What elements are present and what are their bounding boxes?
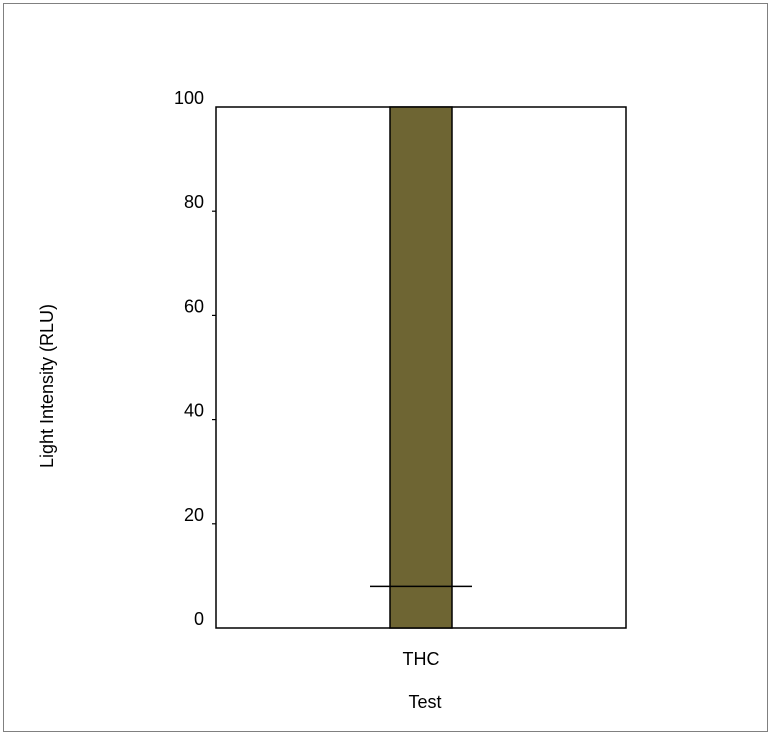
y-axis-ticks: 0 20 40 60 80 100 xyxy=(174,88,216,629)
y-tick-label: 0 xyxy=(194,609,204,629)
y-tick-label: 20 xyxy=(184,505,204,525)
x-tick-label: THC xyxy=(403,649,440,669)
bar-thc xyxy=(389,106,453,629)
x-axis-label: Test xyxy=(408,692,441,712)
y-tick-label: 40 xyxy=(184,401,204,421)
bars xyxy=(389,106,453,629)
y-tick-label: 100 xyxy=(174,88,204,108)
y-tick-label: 80 xyxy=(184,192,204,212)
y-axis-label: Light Intensity (RLU) xyxy=(37,304,57,468)
y-tick-label: 60 xyxy=(184,296,204,316)
x-axis-ticks: THC xyxy=(403,649,440,669)
